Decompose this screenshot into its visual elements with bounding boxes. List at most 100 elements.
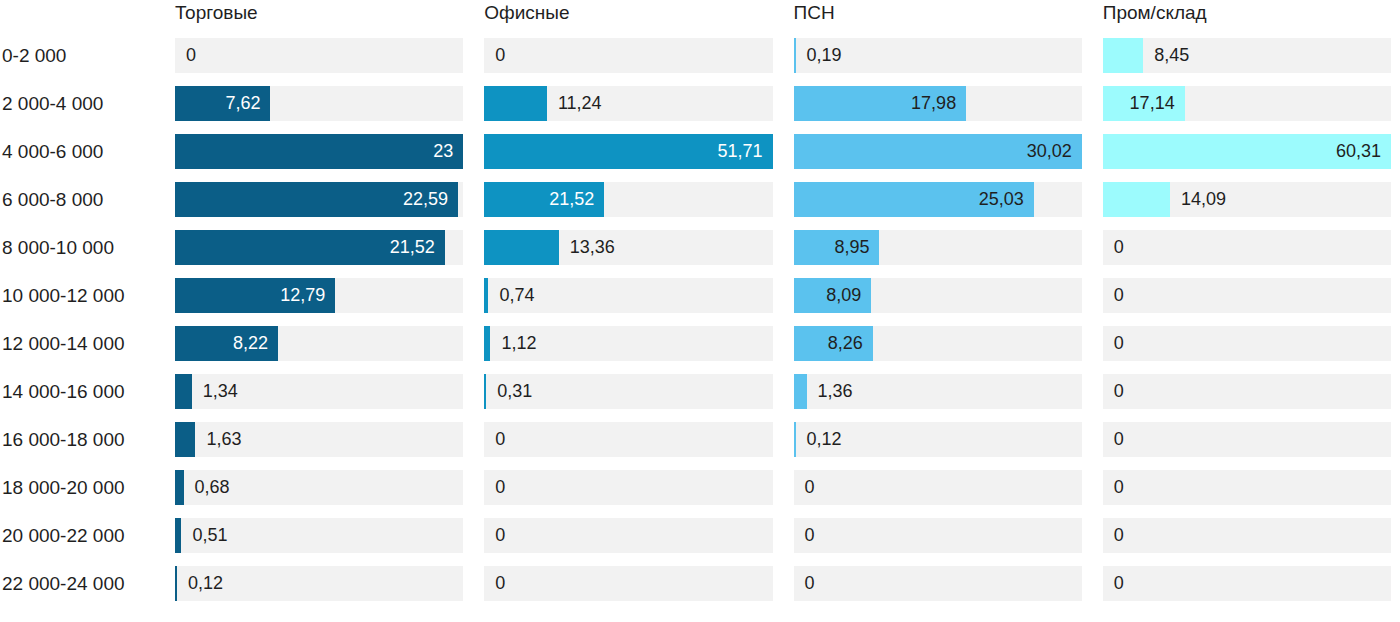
bar-track: 17,98	[794, 86, 1082, 121]
row-label: 8 000-10 000	[0, 237, 154, 259]
bar-track: 51,71	[484, 134, 772, 169]
bar-value: 0	[1114, 285, 1124, 306]
bar-value: 0	[495, 525, 505, 546]
column-header-psn: ПСН	[794, 0, 1082, 25]
bar: 8,26	[794, 326, 873, 361]
bar: 51,71	[484, 134, 772, 169]
bar-value: 0	[495, 573, 505, 594]
bar-track: 0	[1103, 518, 1391, 553]
bar-value: 0	[1114, 429, 1124, 450]
row-label: 16 000-18 000	[0, 429, 154, 451]
bar-track: 30,02	[794, 134, 1082, 169]
row-label: 6 000-8 000	[0, 189, 154, 211]
bar-value: 0	[805, 573, 815, 594]
bar-value: 11,24	[558, 93, 602, 114]
bar	[1103, 38, 1143, 73]
bar-value: 0	[186, 45, 196, 66]
bar-value: 14,09	[1181, 189, 1226, 210]
bar-value: 0	[805, 477, 815, 498]
bar	[794, 38, 796, 73]
bar: 21,52	[175, 230, 445, 265]
bar-value: 1,36	[818, 381, 853, 402]
bar-value: 8,22	[233, 333, 278, 354]
bar-track: 0	[1103, 422, 1391, 457]
bar-track: 22,59	[175, 182, 463, 217]
bar-track: 0	[1103, 230, 1391, 265]
bar	[175, 566, 177, 601]
bar-value: 0	[1114, 573, 1124, 594]
bar-value: 0	[1114, 237, 1124, 258]
bar-track: 60,31	[1103, 134, 1391, 169]
bar-value: 0	[1114, 525, 1124, 546]
bar-value: 30,02	[1027, 141, 1082, 162]
grouped-bar-chart: Торговые Офисные ПСН Пром/склад 0-2 0000…	[0, 0, 1400, 601]
bar	[175, 374, 192, 409]
bar-track: 11,24	[484, 86, 772, 121]
bar-value: 1,34	[203, 381, 238, 402]
bar-track: 0	[1103, 278, 1391, 313]
bar-value: 0	[1114, 381, 1124, 402]
bar-track: 0,12	[794, 422, 1082, 457]
bar-value: 0,74	[499, 285, 534, 306]
bar-track: 13,36	[484, 230, 772, 265]
bar-value: 1,63	[206, 429, 241, 450]
row-label: 20 000-22 000	[0, 525, 154, 547]
bar-track: 0	[794, 566, 1082, 601]
bar-track: 25,03	[794, 182, 1082, 217]
bar-track: 17,14	[1103, 86, 1391, 121]
bar	[484, 230, 558, 265]
bar	[794, 422, 796, 457]
column-header-ofisnye: Офисные	[484, 0, 772, 25]
bar	[175, 518, 181, 553]
bar-track: 21,52	[484, 182, 772, 217]
bar-track: 14,09	[1103, 182, 1391, 217]
bar-value: 0,12	[188, 573, 223, 594]
bar-value: 0	[1114, 333, 1124, 354]
bar-track: 0	[794, 518, 1082, 553]
row-label: 0-2 000	[0, 45, 154, 67]
bar-track: 21,52	[175, 230, 463, 265]
bar-track: 1,36	[794, 374, 1082, 409]
bar-track: 0	[1103, 470, 1391, 505]
bar-track: 0,68	[175, 470, 463, 505]
bar-value: 8,45	[1154, 45, 1189, 66]
bar: 8,95	[794, 230, 880, 265]
bar-value: 0	[495, 45, 505, 66]
bar	[175, 422, 195, 457]
bar-value: 0,68	[195, 477, 230, 498]
bar: 12,79	[175, 278, 335, 313]
bar-value: 1,12	[501, 333, 536, 354]
bar-value: 17,14	[1130, 93, 1185, 114]
bar-value: 12,79	[280, 285, 335, 306]
bar-track: 23	[175, 134, 463, 169]
column-header-torgovye: Торговые	[175, 0, 463, 25]
bar-track: 0	[484, 38, 772, 73]
bar	[175, 470, 184, 505]
bar: 8,22	[175, 326, 278, 361]
bar-value: 8,95	[834, 237, 879, 258]
bar: 23	[175, 134, 463, 169]
bar-value: 23	[433, 141, 463, 162]
bar-track: 0,12	[175, 566, 463, 601]
bar: 25,03	[794, 182, 1034, 217]
bar: 7,62	[175, 86, 270, 121]
bar-value: 60,31	[1336, 141, 1391, 162]
bar-value: 0	[1114, 477, 1124, 498]
bar-track: 0	[1103, 566, 1391, 601]
header-spacer	[0, 0, 154, 25]
bar-value: 25,03	[979, 189, 1034, 210]
bar-value: 0	[495, 477, 505, 498]
bar-value: 51,71	[717, 141, 772, 162]
bar-track: 0,19	[794, 38, 1082, 73]
bar-value: 0,51	[192, 525, 227, 546]
row-label: 18 000-20 000	[0, 477, 154, 499]
bar-value: 8,26	[828, 333, 873, 354]
row-label: 14 000-16 000	[0, 381, 154, 403]
bar-value: 7,62	[225, 93, 270, 114]
bar-track: 0	[484, 566, 772, 601]
bar-track: 0,31	[484, 374, 772, 409]
bar-track: 0	[1103, 374, 1391, 409]
bar-track: 8,45	[1103, 38, 1391, 73]
bar-track: 8,26	[794, 326, 1082, 361]
bar: 8,09	[794, 278, 872, 313]
